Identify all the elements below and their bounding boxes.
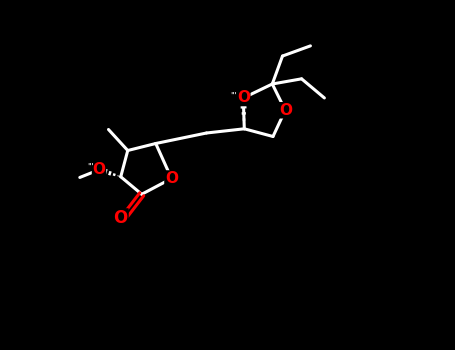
Text: O: O [165, 171, 178, 186]
Text: ''': ''' [230, 92, 237, 101]
Text: O: O [114, 209, 128, 227]
Text: O: O [279, 103, 292, 118]
Text: O: O [92, 162, 106, 177]
Text: ''': ''' [87, 162, 94, 172]
Text: O: O [237, 91, 250, 105]
